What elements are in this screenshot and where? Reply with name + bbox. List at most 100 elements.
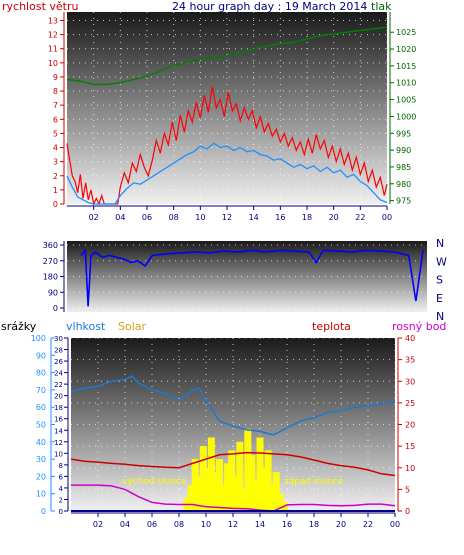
climate-x-tick-label: 18 (309, 520, 319, 529)
direction-left-tick-label: 180 (43, 273, 58, 282)
humidity-tick-label: 12 (54, 439, 63, 447)
rain-tick-label: 100 (31, 334, 46, 343)
pressure-right-tick-label: 1025 (396, 28, 416, 37)
direction-compass-label: E (436, 292, 443, 305)
direction-compass-label: N (436, 237, 444, 250)
solar-bar (207, 437, 215, 511)
rain-tick-label: 0 (41, 507, 46, 516)
right-axis-title: tlak (371, 0, 392, 13)
wind-x-tick-label: 06 (142, 213, 152, 222)
solar-bar (236, 441, 244, 511)
humidity-tick-label: 2 (59, 496, 63, 504)
humidity-tick-label: 24 (54, 370, 63, 378)
rain-tick-label: 30 (36, 455, 46, 464)
wind-x-tick-label: 04 (115, 213, 125, 222)
direction-left-tick-label: 270 (43, 257, 58, 266)
wind-x-tick-label: 08 (169, 213, 179, 222)
temperature-right-tick-label: 10 (405, 464, 415, 473)
direction-series-layer (80, 248, 424, 307)
solar-bar (220, 485, 228, 511)
wind-average-line (66, 142, 388, 205)
temperature-right-tick-label: 15 (405, 442, 415, 451)
humidity-tick-label: 30 (54, 335, 63, 343)
wind-left-tick-label: 9 (53, 73, 58, 82)
solar-bar (191, 459, 199, 511)
wind-series-layer (66, 26, 388, 206)
solar-label: Solar (118, 320, 147, 333)
direction-compass-label: S (436, 274, 443, 287)
solar-bar (228, 450, 236, 511)
humidity-line (70, 375, 396, 436)
humidity-tick-label: 20 (54, 393, 63, 401)
direction-left-tick-label: 90 (48, 288, 58, 297)
temperature-label: teplota (312, 320, 351, 333)
climate-x-tick-label: 00 (390, 520, 400, 529)
wind-left-tick-label: 12 (48, 31, 58, 40)
temperature-right-tick-label: 30 (405, 377, 415, 386)
wind-left-tick-label: 13 (48, 16, 58, 25)
climate-ticks-layer: 0102030405060708090100024681012141618202… (31, 334, 415, 529)
climate-grid (71, 337, 396, 511)
pressure-line (66, 26, 388, 86)
direction-compass-label: N (436, 310, 444, 323)
climate-x-tick-label: 16 (282, 520, 292, 529)
climate-x-tick-label: 10 (201, 520, 211, 529)
rain-tick-label: 40 (36, 438, 46, 447)
climate-series-layer (70, 375, 396, 512)
wind-x-tick-label: 00 (382, 213, 392, 222)
humidity-tick-label: 18 (54, 404, 63, 412)
rain-tick-label: 90 (36, 351, 46, 360)
wind-left-tick-label: 10 (48, 59, 58, 68)
wind-x-tick-label: 12 (222, 213, 232, 222)
temperature-right-tick-label: 40 (405, 334, 415, 343)
left-axis-title: rychlost větru (2, 0, 78, 13)
temperature-line (70, 451, 396, 477)
solar-bar (256, 437, 264, 511)
humidity-tick-label: 8 (59, 462, 63, 470)
wind-x-tick-label: 14 (249, 213, 259, 222)
climate-x-tick-label: 22 (363, 520, 373, 529)
climate-x-tick-label: 20 (336, 520, 346, 529)
rain-tick-label: 70 (36, 386, 46, 395)
temperature-right-tick-label: 20 (405, 421, 415, 430)
temperature-right-tick-label: 5 (405, 485, 410, 494)
wind-x-tick-label: 16 (275, 213, 285, 222)
wind-x-tick-label: 20 (329, 213, 339, 222)
humidity-tick-label: 0 (59, 508, 63, 516)
humidity-tick-label: 26 (54, 358, 63, 366)
temperature-right-tick-label: 25 (405, 399, 415, 408)
wind-left-tick-label: 5 (53, 129, 58, 138)
solar-bar (195, 476, 203, 511)
pressure-right-tick-label: 985 (396, 163, 411, 172)
solar-bar (248, 454, 256, 511)
humidity-tick-label: 4 (59, 485, 64, 493)
wind-left-tick-label: 7 (53, 101, 58, 110)
sunrise-annotation: východ slunce (122, 477, 187, 487)
rain-tick-label: 20 (36, 472, 46, 481)
humidity-label: vlhkost (66, 320, 106, 333)
wind-ticks-layer: 0123456789101112139759809859909951000100… (48, 12, 416, 222)
wind-left-tick-label: 4 (53, 144, 58, 153)
pressure-right-tick-label: 1015 (396, 62, 416, 71)
direction-compass-label: W (436, 255, 447, 268)
climate-x-tick-label: 12 (228, 520, 238, 529)
climate-x-tick-label: 14 (255, 520, 265, 529)
wind-left-tick-label: 0 (53, 200, 58, 209)
solar-bar (203, 467, 211, 512)
wind-left-tick-label: 1 (53, 186, 58, 195)
solar-bar (216, 459, 223, 511)
humidity-tick-label: 6 (59, 473, 64, 481)
rain-tick-label: 10 (36, 490, 46, 499)
wind-direction-line (80, 248, 424, 307)
wind-x-tick-label: 02 (89, 213, 99, 222)
solar-bar (268, 485, 276, 511)
solar-bar (187, 485, 195, 511)
solar-bar (276, 493, 284, 511)
rain-tick-label: 60 (36, 403, 46, 412)
humidity-tick-label: 16 (54, 416, 63, 424)
solar-bar (244, 428, 252, 511)
